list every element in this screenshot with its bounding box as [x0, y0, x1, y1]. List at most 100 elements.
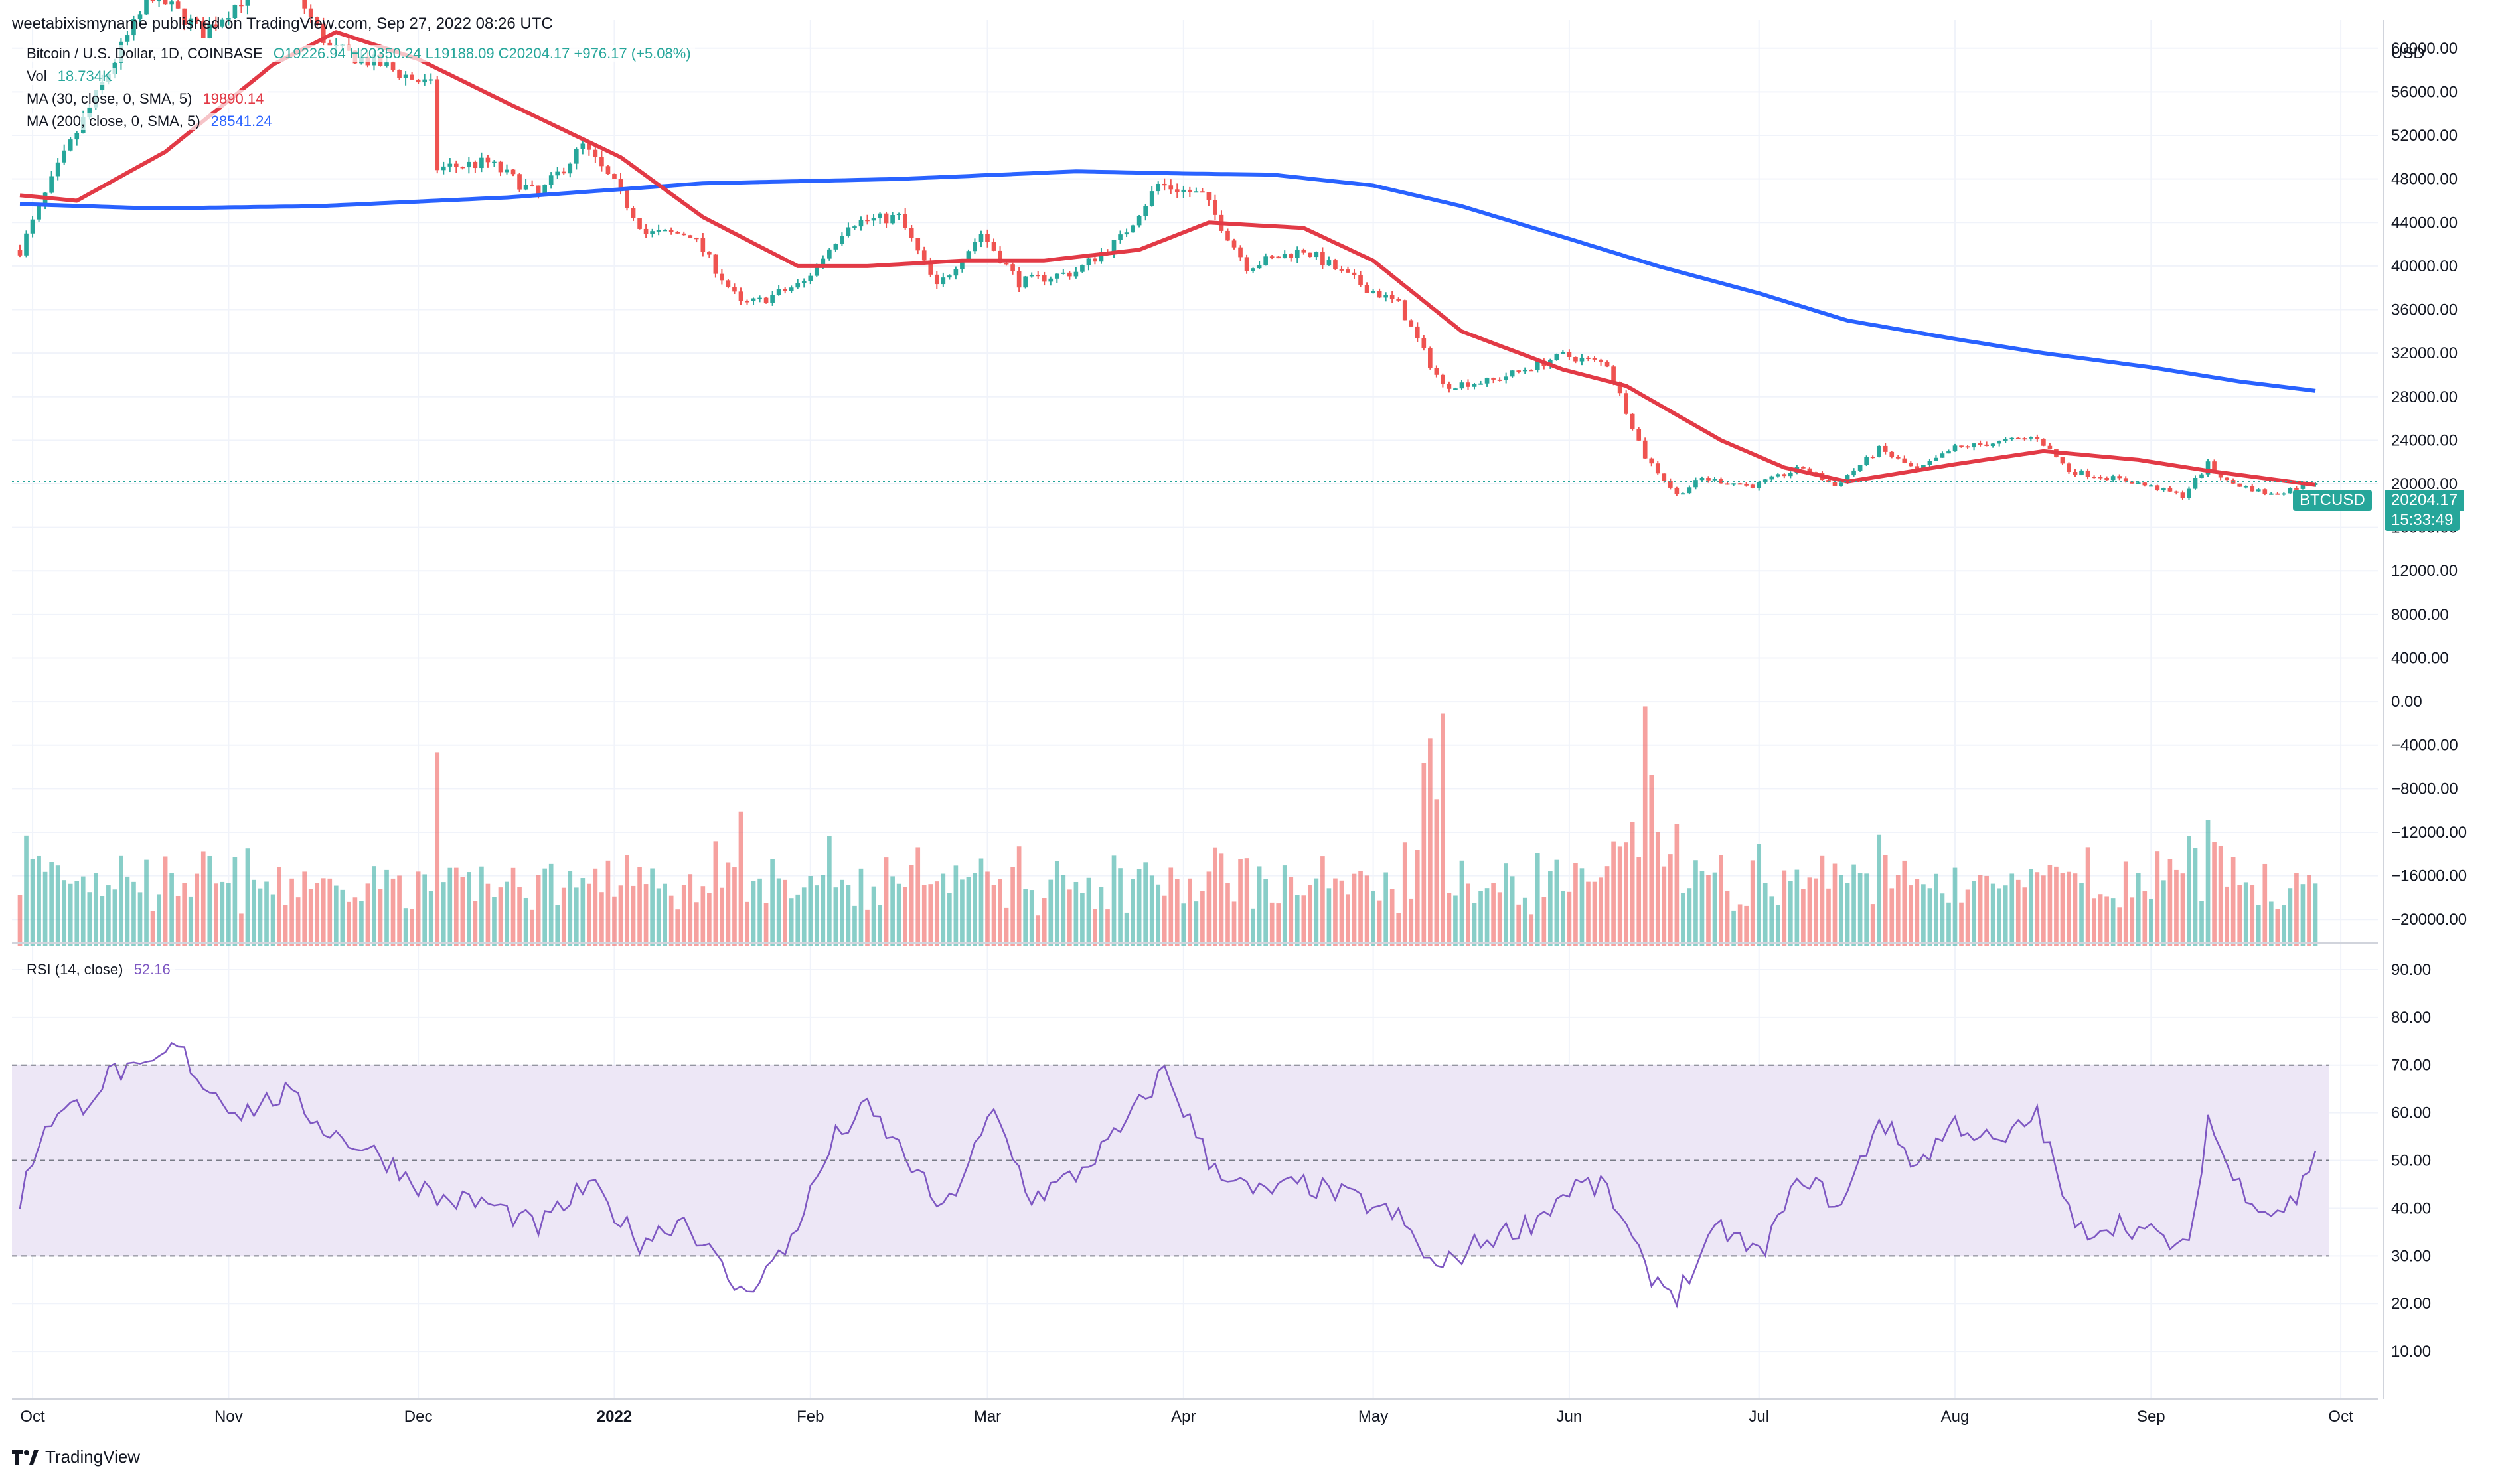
candle [2193, 475, 2198, 490]
candle [1054, 273, 1059, 283]
candle [479, 152, 484, 173]
candle [1567, 349, 1572, 360]
candle [1434, 365, 1439, 378]
volume-bar [390, 878, 396, 946]
candle [580, 141, 586, 155]
volume-bar [548, 863, 554, 946]
volume-bar [1959, 902, 1964, 946]
candle [1029, 272, 1034, 278]
volume-bar [182, 883, 187, 946]
candle [871, 214, 876, 226]
candle [1984, 441, 1989, 447]
volume-bar [1421, 763, 1427, 946]
volume-bar [998, 879, 1002, 946]
volume-bar [1693, 860, 1698, 946]
volume-bar [1023, 889, 1028, 946]
candle [1352, 269, 1357, 279]
volume-bar [1681, 893, 1685, 946]
volume-bar [783, 879, 787, 946]
volume-bar [1188, 878, 1192, 946]
candle [2262, 488, 2268, 496]
candle [1491, 377, 1496, 384]
volume-bar [2313, 883, 2318, 946]
rsi-tick-label: 20.00 [2391, 1295, 2431, 1313]
candle [1231, 238, 1237, 250]
price-tick-label: 28000.00 [2391, 388, 2458, 406]
ma200-line [19, 169, 2316, 393]
volume-bar [1522, 897, 1527, 946]
legend-ma200-label: MA (200, close, 0, SMA, 5) [27, 113, 200, 129]
rsi-line [19, 1041, 2317, 1309]
candle [1244, 254, 1249, 274]
volume-bar [542, 868, 547, 946]
volume-bar [1289, 877, 1294, 946]
volume-bar [1946, 902, 1951, 946]
volume-bar [605, 860, 611, 946]
candle [1972, 443, 1976, 451]
rsi-tick-label: 70.00 [2391, 1057, 2431, 1075]
rsi-tick-label: 90.00 [2391, 961, 2431, 979]
volume-bar [163, 856, 168, 946]
candlestick-series [17, 0, 2318, 500]
candle [1346, 266, 1350, 273]
candle [1257, 261, 1262, 269]
volume-bar [1415, 850, 1420, 946]
volume-bar [1213, 847, 1217, 946]
candle [2148, 484, 2153, 487]
volume-bar [1029, 890, 1034, 946]
tradingview-logo[interactable]: TradingView [12, 1447, 140, 1467]
volume-bar [934, 881, 939, 946]
volume-bar [707, 893, 712, 946]
candle [453, 160, 459, 173]
volume-bar [915, 847, 921, 946]
volume-bar [289, 878, 294, 946]
candle [1067, 271, 1072, 280]
volume-bar [2155, 851, 2160, 946]
candle [1864, 455, 1869, 467]
volume-bar [435, 752, 440, 946]
volume-bar [523, 897, 528, 946]
currency-label: USD [2391, 44, 2425, 62]
volume-bar [1895, 875, 1901, 946]
candle [2028, 436, 2033, 442]
candle [1194, 187, 1199, 193]
volume-bar [1750, 860, 1755, 946]
volume-bar [1921, 884, 1926, 946]
price-tick-label: 8000.00 [2391, 606, 2449, 624]
candle [1073, 267, 1079, 279]
candle [245, 0, 250, 15]
volume-bar [1238, 859, 1243, 946]
volume-bar [2015, 879, 2021, 946]
candle [1225, 228, 1230, 242]
volume-bar [340, 889, 345, 946]
volume-bar [2205, 820, 2211, 946]
volume-bar [2307, 875, 2311, 946]
volume-bar [1510, 876, 1515, 946]
candle [2015, 437, 2021, 439]
volume-bar [2060, 873, 2065, 946]
legend-ma200-row: MA (200, close, 0, SMA, 5) 28541.24 [23, 113, 276, 130]
publisher-line: weetabixismyname published on TradingVie… [12, 15, 553, 33]
candle [555, 167, 560, 179]
price-tick-label: 52000.00 [2391, 127, 2458, 145]
volume-bar [1402, 842, 1407, 946]
volume-bar [1548, 871, 1553, 946]
volume-bar [593, 868, 598, 946]
volume-bar [1149, 875, 1154, 946]
volume-bar [1706, 875, 1711, 946]
candle [2022, 437, 2027, 441]
date-tick-label: Sep [2137, 1408, 2165, 1426]
volume-bar [1997, 888, 2002, 946]
volume-bar [327, 878, 333, 946]
volume-bar [1807, 877, 1812, 946]
candle [1466, 379, 1470, 390]
candle [1586, 356, 1591, 362]
volume-bar [2028, 869, 2033, 946]
volume-bar [24, 835, 29, 946]
candle [473, 160, 478, 173]
volume-bar [195, 873, 200, 946]
volume-bar [1339, 880, 1344, 946]
candle [1441, 373, 1445, 388]
candle [2041, 438, 2046, 447]
candle [2288, 487, 2293, 494]
